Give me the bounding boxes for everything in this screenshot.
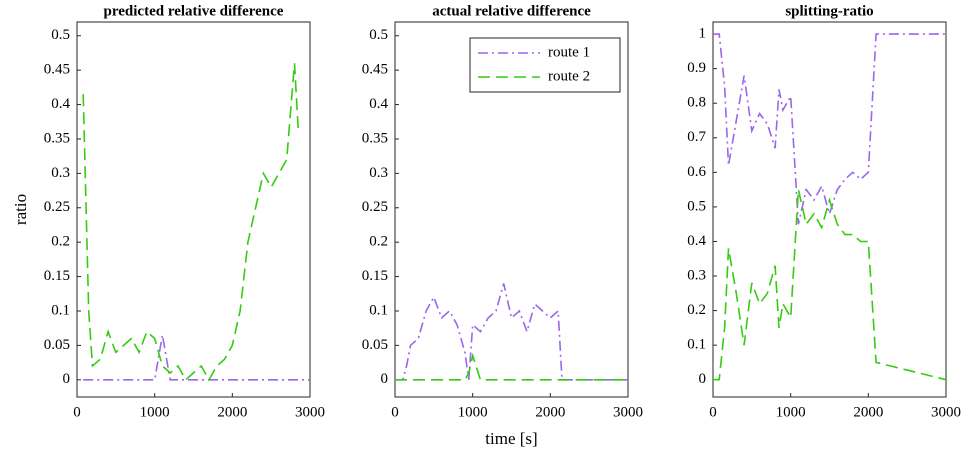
y-tick-label: 0.05 bbox=[362, 337, 388, 353]
y-axis-label: ratio bbox=[11, 194, 30, 225]
series-line bbox=[713, 33, 946, 225]
y-tick-label: 0.3 bbox=[687, 267, 706, 283]
x-tick-label: 1000 bbox=[776, 404, 806, 420]
y-tick-label: 0.9 bbox=[687, 60, 706, 76]
chart-title: splitting-ratio bbox=[785, 3, 873, 19]
y-tick-label: 0.4 bbox=[51, 96, 70, 112]
y-tick-label: 0.6 bbox=[687, 164, 706, 180]
x-tick-label: 1000 bbox=[458, 404, 488, 420]
y-tick-label: 0.2 bbox=[369, 234, 388, 250]
y-tick-label: 0.1 bbox=[369, 302, 388, 318]
x-tick-label: 2000 bbox=[535, 404, 565, 420]
y-tick-label: 0.4 bbox=[369, 96, 388, 112]
axes-box bbox=[76, 21, 311, 398]
y-tick-label: 0 bbox=[63, 371, 71, 387]
series-line bbox=[395, 283, 628, 381]
series-line bbox=[395, 352, 628, 381]
y-tick-label: 0.15 bbox=[44, 268, 70, 284]
y-tick-label: 0.8 bbox=[687, 95, 706, 111]
y-tick-label: 0.1 bbox=[687, 337, 706, 353]
axes-box bbox=[712, 21, 947, 398]
y-tick-label: 0.35 bbox=[44, 130, 70, 146]
y-tick-label: 0 bbox=[699, 371, 707, 387]
x-tick-label: 0 bbox=[73, 404, 81, 420]
x-tick-label: 2000 bbox=[217, 404, 247, 420]
axes-box bbox=[394, 21, 629, 398]
legend-label: route 1 bbox=[548, 44, 590, 60]
y-tick-label: 0.3 bbox=[369, 165, 388, 181]
x-axis-label: time [s] bbox=[485, 429, 537, 448]
y-tick-label: 0.25 bbox=[44, 199, 70, 215]
y-tick-label: 0.5 bbox=[51, 27, 70, 43]
x-tick-label: 3000 bbox=[931, 404, 961, 420]
x-tick-label: 3000 bbox=[295, 404, 325, 420]
chart-title: actual relative difference bbox=[432, 3, 591, 19]
y-tick-label: 0 bbox=[381, 371, 389, 387]
y-tick-label: 0.45 bbox=[362, 62, 388, 78]
x-tick-label: 2000 bbox=[853, 404, 883, 420]
chart-title: predicted relative difference bbox=[104, 3, 284, 19]
y-tick-label: 0.45 bbox=[44, 62, 70, 78]
y-tick-label: 0.25 bbox=[362, 199, 388, 215]
y-tick-label: 0.4 bbox=[687, 233, 706, 249]
y-tick-label: 0.35 bbox=[362, 130, 388, 146]
y-tick-label: 0.7 bbox=[687, 129, 706, 145]
y-tick-label: 0.1 bbox=[51, 302, 70, 318]
series-line bbox=[82, 63, 300, 382]
x-tick-label: 1000 bbox=[140, 404, 170, 420]
legend-box bbox=[469, 37, 621, 93]
x-tick-label: 0 bbox=[391, 404, 399, 420]
x-tick-label: 0 bbox=[709, 404, 717, 420]
y-tick-label: 1 bbox=[699, 26, 707, 42]
y-tick-label: 0.3 bbox=[51, 165, 70, 181]
series-line bbox=[713, 189, 947, 381]
legend-label: route 2 bbox=[548, 68, 590, 84]
y-tick-label: 0.5 bbox=[687, 198, 706, 214]
y-tick-label: 0.2 bbox=[687, 302, 706, 318]
y-tick-label: 0.15 bbox=[362, 268, 388, 284]
y-tick-label: 0.2 bbox=[51, 234, 70, 250]
y-tick-label: 0.5 bbox=[369, 27, 388, 43]
y-tick-label: 0.05 bbox=[44, 337, 70, 353]
series-line bbox=[83, 334, 310, 381]
x-tick-label: 3000 bbox=[613, 404, 643, 420]
